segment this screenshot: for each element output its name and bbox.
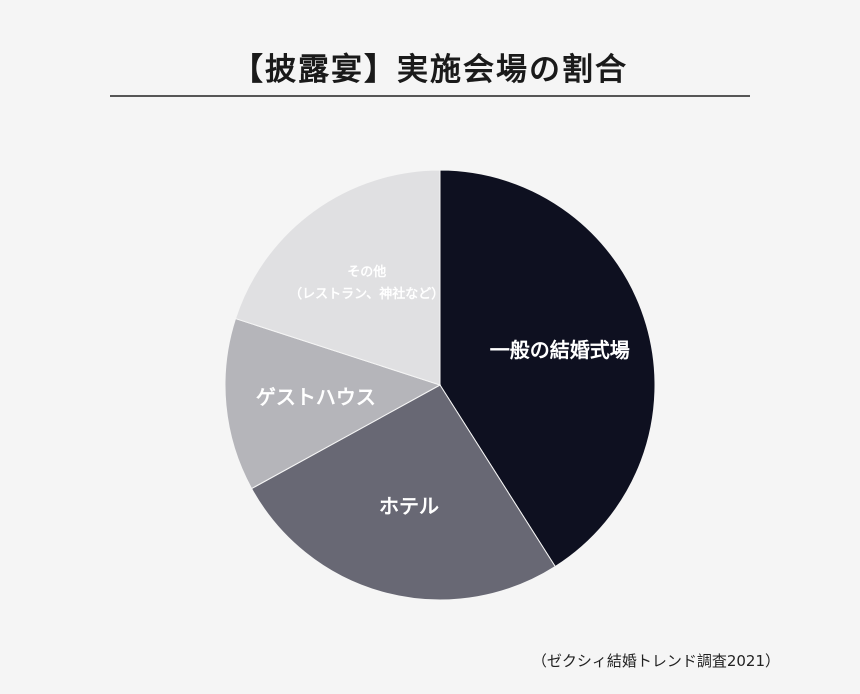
slice-label: その他 （レストラン、神社など） <box>289 265 445 303</box>
chart-title: 【披露宴】実施会場の割合 <box>232 52 628 88</box>
source-note: （ゼクシィ結婚トレンド調査2021） <box>531 652 780 670</box>
slice-label: ホテル <box>378 493 439 518</box>
pie-slice <box>250 384 556 601</box>
pie-slice <box>224 317 442 490</box>
pie-slice <box>234 169 441 386</box>
slice-label: ゲストハウス <box>255 384 376 409</box>
slice-label: 一般の結婚式場 <box>489 338 630 363</box>
pie-slice <box>439 169 656 568</box>
